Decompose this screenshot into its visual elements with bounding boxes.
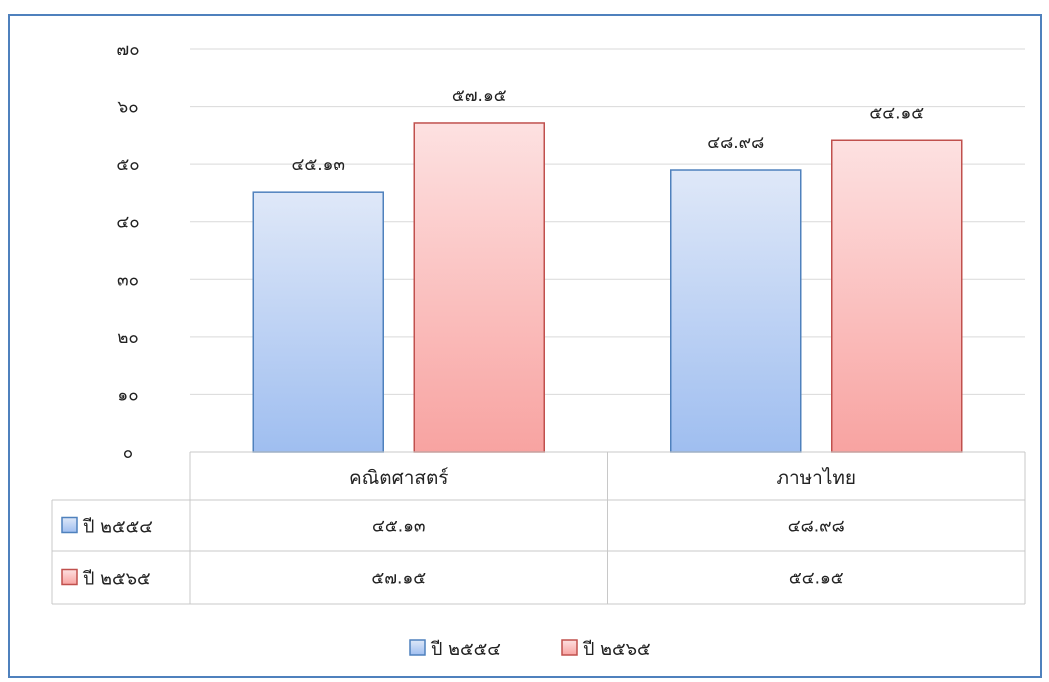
- y-tick-label: ๓๐: [117, 270, 139, 290]
- bar: [252, 191, 384, 453]
- chart-frame: ๐๑๐ ๒๐ ๓๐ ๔๐ ๕๐ ๖๐ ๗๐ ๔๕.๑๓ ๕๗.๑๕ ๔๘.๙๘ ๕๔.๑๕ คณิ…: [8, 14, 1042, 678]
- legend-entry: ปี ๒๕๖๕: [583, 639, 651, 660]
- y-tick-label: ๗๐: [116, 40, 139, 60]
- data-label: ๔๕.๑๓: [291, 155, 345, 175]
- legend-swatch: [561, 639, 578, 656]
- legend-entry: ปี ๒๕๕๔: [431, 639, 501, 660]
- table-cell: ๔๕.๑๓: [372, 517, 426, 537]
- data-label: ๕๔.๑๕: [869, 103, 924, 123]
- data-label: ๔๘.๙๘: [707, 133, 764, 153]
- y-tick-label: ๑๐: [117, 385, 138, 405]
- y-axis-ticks: ๐ ๑๐ ๒๐ ๓๐ ๔๐ ๕๐ ๖๐ ๗๐: [116, 40, 139, 463]
- table-series-label: ปี ๒๕๖๕: [83, 569, 151, 590]
- data-label: ๕๗.๑๕: [452, 86, 507, 106]
- legend-swatch: [61, 516, 78, 534]
- bar: [413, 122, 545, 453]
- x-category-label: ภาษาไทย: [776, 467, 856, 489]
- y-tick-label: ๖๐: [117, 98, 138, 118]
- table-cell: ๔๘.๙๘: [788, 517, 845, 537]
- legend: ปี ๒๕๕๔ ปี ๒๕๖๕: [409, 639, 651, 660]
- y-tick-label: ๔๐: [116, 213, 139, 233]
- y-tick-label: ๒๐: [117, 328, 139, 348]
- x-category-label: คณิตศาสตร์: [349, 467, 449, 489]
- legend-swatch: [409, 639, 426, 656]
- bar: [670, 169, 802, 453]
- table-series-label: ปี ๒๕๕๔: [83, 517, 153, 538]
- table-cell: ๕๔.๑๕: [789, 569, 844, 589]
- y-tick-label: ๐: [123, 443, 133, 463]
- y-tick-label: ๕๐: [116, 155, 139, 175]
- legend-swatch: [61, 568, 78, 586]
- bars: [252, 122, 963, 453]
- table-cell: ๕๗.๑๕: [371, 569, 426, 589]
- bar: [831, 139, 963, 453]
